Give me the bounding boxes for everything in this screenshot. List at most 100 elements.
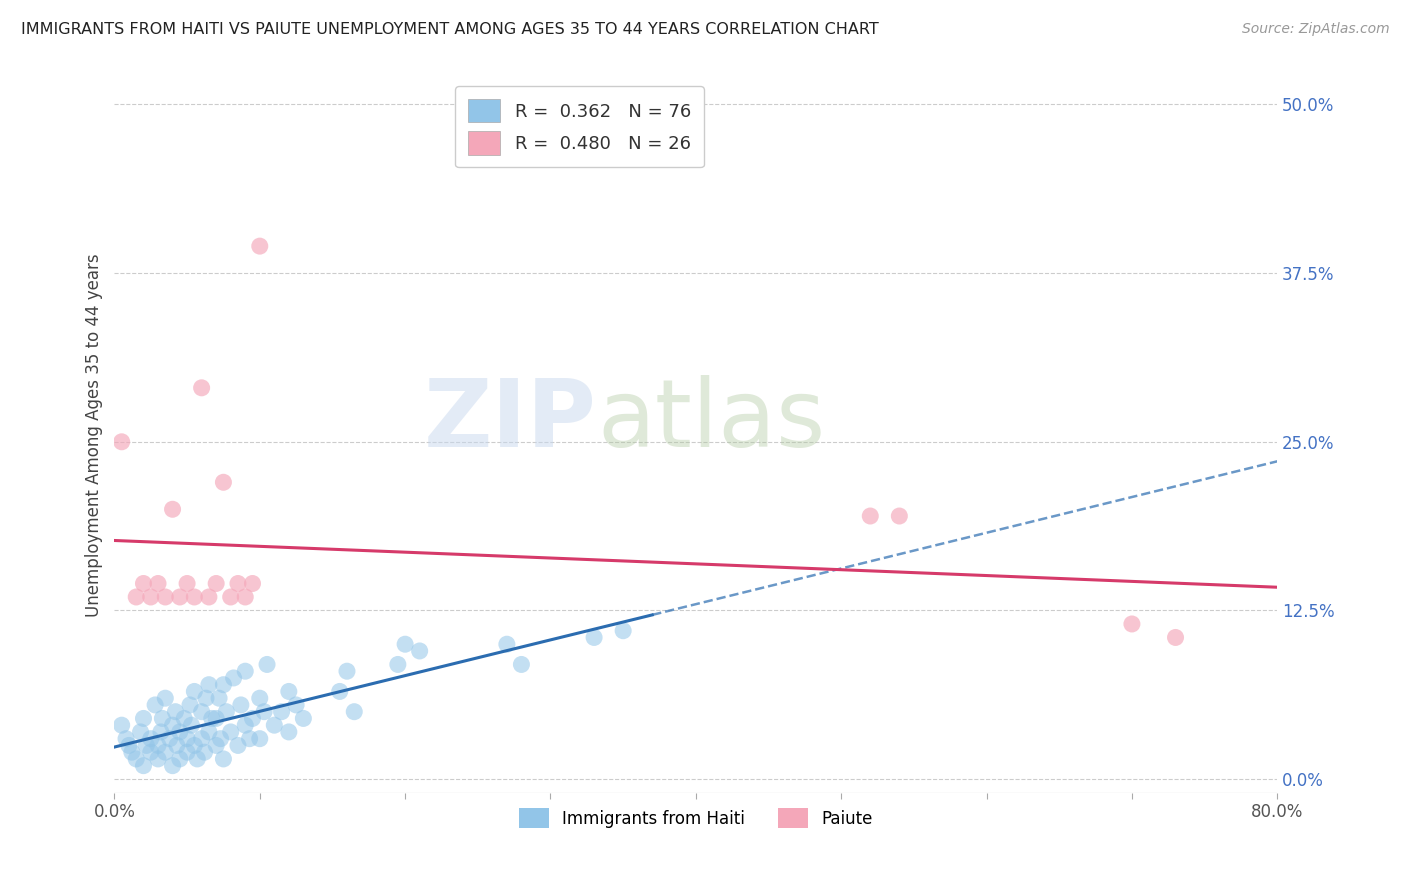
Point: [201, 711, 224, 725]
Point: [198, 725, 221, 739]
Point: [208, 691, 231, 706]
Point: [226, 739, 249, 753]
Point: [198, 678, 221, 692]
Point: [193, 745, 215, 759]
Point: [139, 745, 162, 759]
Point: [270, 705, 292, 719]
Point: [173, 711, 195, 725]
Point: [183, 684, 205, 698]
Text: atlas: atlas: [598, 375, 825, 467]
Point: [176, 745, 198, 759]
Text: ZIP: ZIP: [425, 375, 598, 467]
Point: [205, 711, 228, 725]
Point: [115, 731, 138, 746]
Point: [132, 576, 155, 591]
Point: [212, 678, 235, 692]
Point: [205, 739, 228, 753]
Point: [179, 698, 201, 712]
Point: [226, 576, 249, 591]
Point: [139, 731, 162, 746]
Point: [233, 718, 256, 732]
Point: [176, 576, 198, 591]
Point: [219, 725, 242, 739]
Point: [190, 381, 212, 395]
Point: [146, 752, 169, 766]
Point: [242, 711, 264, 725]
Point: [183, 590, 205, 604]
Point: [198, 590, 221, 604]
Point: [256, 657, 278, 672]
Point: [125, 590, 148, 604]
Point: [277, 684, 299, 698]
Point: [253, 705, 276, 719]
Point: [111, 434, 134, 449]
Point: [394, 637, 416, 651]
Point: [387, 657, 409, 672]
Point: [292, 711, 315, 725]
Point: [496, 637, 519, 651]
Point: [180, 718, 202, 732]
Point: [205, 576, 228, 591]
Point: [233, 590, 256, 604]
Point: [219, 590, 242, 604]
Point: [159, 731, 181, 746]
Point: [121, 745, 143, 759]
Point: [212, 475, 235, 490]
Text: IMMIGRANTS FROM HAITI VS PAIUTE UNEMPLOYMENT AMONG AGES 35 TO 44 YEARS CORRELATI: IMMIGRANTS FROM HAITI VS PAIUTE UNEMPLOY…: [21, 22, 879, 37]
Point: [239, 731, 262, 746]
Point: [139, 590, 162, 604]
Point: [249, 731, 271, 746]
Point: [249, 239, 271, 253]
Point: [277, 725, 299, 739]
Point: [118, 739, 141, 753]
Point: [111, 718, 134, 732]
Point: [176, 731, 198, 746]
Point: [285, 698, 308, 712]
Point: [143, 698, 166, 712]
Point: [132, 711, 155, 725]
Point: [183, 739, 205, 753]
Point: [135, 739, 157, 753]
Point: [889, 508, 911, 523]
Point: [150, 711, 173, 725]
Point: [209, 731, 232, 746]
Point: [149, 725, 172, 739]
Point: [212, 752, 235, 766]
Point: [190, 731, 212, 746]
Point: [229, 698, 252, 712]
Point: [132, 758, 155, 772]
Point: [146, 739, 169, 753]
Point: [859, 508, 882, 523]
Point: [1164, 631, 1187, 645]
Point: [215, 705, 238, 719]
Point: [162, 502, 184, 516]
Point: [583, 631, 606, 645]
Point: [1121, 617, 1143, 632]
Point: [336, 664, 359, 678]
Point: [169, 590, 191, 604]
Point: [169, 725, 191, 739]
Point: [125, 752, 148, 766]
Point: [612, 624, 634, 638]
Point: [186, 752, 208, 766]
Point: [190, 705, 212, 719]
Point: [408, 644, 430, 658]
Point: [146, 576, 169, 591]
Point: [155, 691, 177, 706]
Point: [343, 705, 366, 719]
Point: [263, 718, 285, 732]
Point: [222, 671, 245, 685]
Point: [510, 657, 533, 672]
Point: [162, 718, 184, 732]
Point: [165, 705, 187, 719]
Y-axis label: Unemployment Among Ages 35 to 44 years: Unemployment Among Ages 35 to 44 years: [86, 253, 103, 617]
Point: [242, 576, 264, 591]
Point: [195, 691, 218, 706]
Point: [166, 739, 188, 753]
Legend: Immigrants from Haiti, Paiute: Immigrants from Haiti, Paiute: [512, 802, 880, 834]
Text: Source: ZipAtlas.com: Source: ZipAtlas.com: [1241, 22, 1389, 37]
Point: [155, 590, 177, 604]
Point: [155, 745, 177, 759]
Point: [169, 752, 191, 766]
Point: [329, 684, 352, 698]
